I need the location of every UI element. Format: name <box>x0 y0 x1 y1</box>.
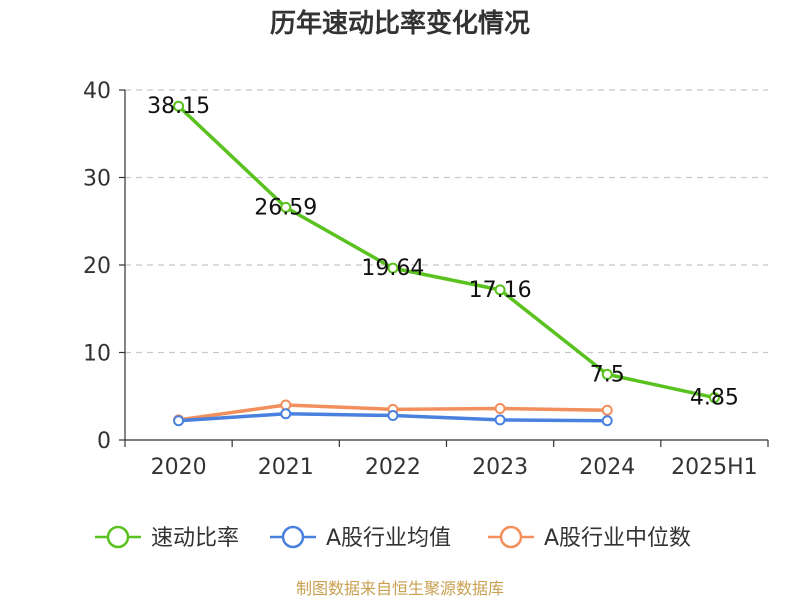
x-tick-label: 2021 <box>258 455 314 480</box>
data-point <box>280 399 292 411</box>
legend: 速动比率 A股行业均值 A股行业中位数 <box>95 525 691 551</box>
data-point <box>708 392 720 404</box>
data-point <box>280 408 292 420</box>
y-tick-label: 40 <box>83 79 111 104</box>
y-tick-label: 10 <box>83 342 111 367</box>
legend-label: A股行业均值 <box>326 526 451 551</box>
data-point <box>494 414 506 426</box>
data-point <box>601 368 613 380</box>
x-tick-label: 2020 <box>151 455 207 480</box>
data-label: 19.64 <box>361 256 424 281</box>
data-point <box>601 404 613 416</box>
legend-label: A股行业中位数 <box>544 526 691 551</box>
series-lines <box>173 100 720 427</box>
gridlines <box>125 89 768 354</box>
chart-title: 历年速动比率变化情况 <box>270 8 530 39</box>
y-tick-label: 30 <box>83 167 111 192</box>
data-label: 7.5 <box>590 362 625 387</box>
data-label: 4.85 <box>690 386 739 411</box>
series-line <box>177 104 715 400</box>
source-note: 制图数据来自恒生聚源数据库 <box>296 579 504 598</box>
data-label: 17.16 <box>469 278 532 303</box>
data-point <box>494 284 506 296</box>
data-point <box>280 201 292 213</box>
axes: 0 10 20 30 40 2020 2021 2022 2023 2024 2025H1 <box>83 79 769 480</box>
data-point <box>173 100 185 112</box>
legend-marker <box>281 525 305 549</box>
data-label: 26.59 <box>254 195 317 220</box>
x-tick-label: 2023 <box>472 455 528 480</box>
y-tick-label: 20 <box>83 254 111 279</box>
data-point <box>387 410 399 421</box>
x-tick-label: 2022 <box>365 455 421 480</box>
legend-marker <box>106 525 130 549</box>
y-tick-label: 0 <box>97 429 111 454</box>
data-label: 38.15 <box>147 94 210 119</box>
legend-marker <box>499 525 523 549</box>
x-tick-label: 2025H1 <box>671 455 758 480</box>
x-tick-label: 2024 <box>579 455 635 480</box>
data-labels: 38.15 26.59 19.64 17.16 7.5 4.85 <box>147 94 739 410</box>
data-point <box>601 415 613 427</box>
data-point <box>173 415 185 427</box>
data-point <box>387 262 399 274</box>
data-point <box>494 403 506 414</box>
legend-label: 速动比率 <box>151 526 239 551</box>
